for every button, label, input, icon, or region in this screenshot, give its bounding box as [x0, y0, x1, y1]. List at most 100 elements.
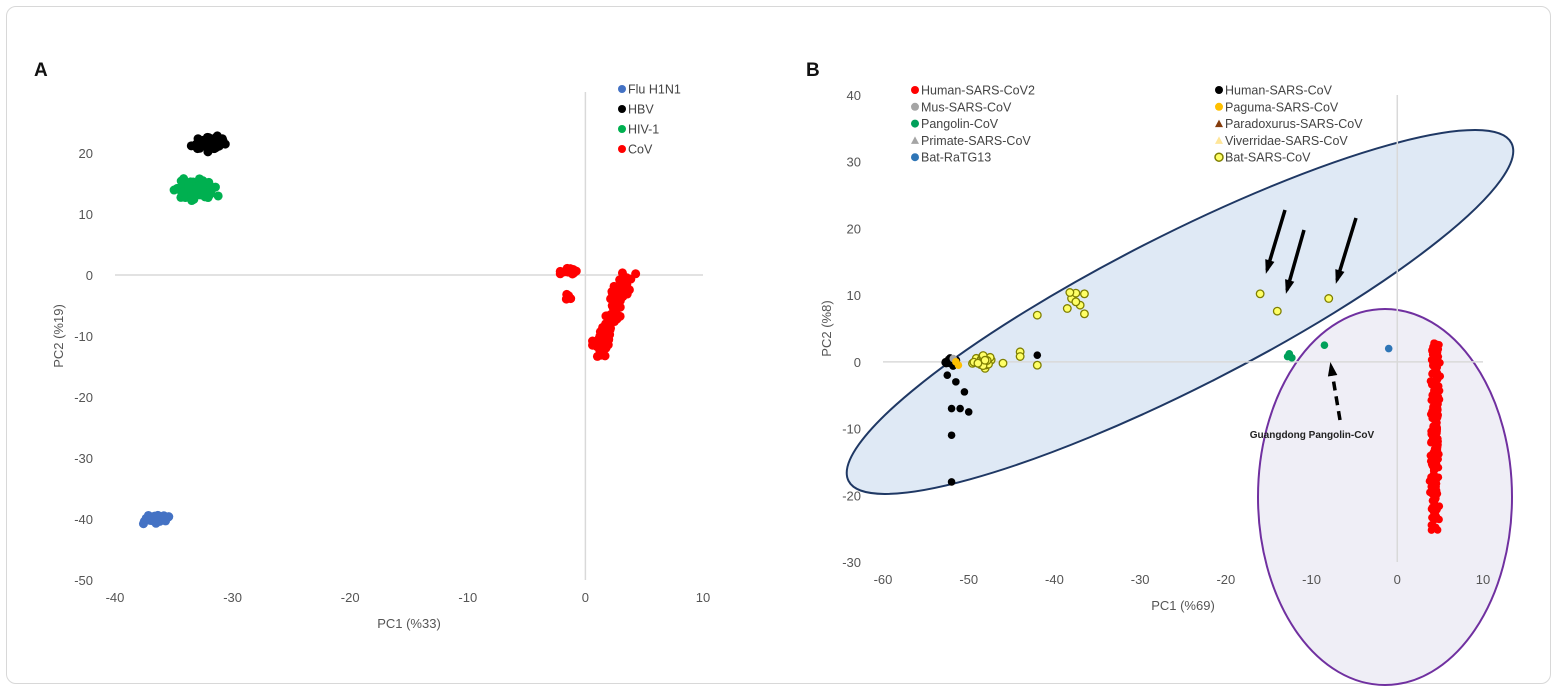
data-point [1433, 360, 1441, 368]
legend-marker [1215, 119, 1223, 128]
legend-item: Paradoxurus-SARS-CoV [1215, 117, 1363, 131]
chart-panel-A: -40 -30 -20 -10 0 10 -50 -40 -30 -20 -10 0 10 20 PC1 (… [51, 83, 710, 632]
data-point [213, 191, 223, 201]
data-point [1431, 413, 1440, 422]
data-point [1255, 289, 1265, 299]
y-tick-label: -30 [842, 555, 861, 570]
arrow [1335, 217, 1358, 281]
legend-label: Paradoxurus-SARS-CoV [1225, 117, 1363, 131]
data-point [186, 141, 196, 151]
data-point [1433, 401, 1442, 409]
data-point [1433, 396, 1442, 404]
data-point [1432, 482, 1440, 491]
sars-cov2-circle [1257, 308, 1513, 686]
y-axis-title: PC2 (%8) [819, 300, 834, 356]
arrow-head [1335, 269, 1345, 284]
data-point [1432, 387, 1441, 396]
y-tick-label: 0 [86, 268, 93, 283]
legend-label: Mus-SARS-CoV [921, 100, 1012, 114]
data-point [998, 358, 1008, 368]
legend-label: Bat-SARS-CoV [1225, 151, 1311, 165]
y-tick-label: -20 [842, 488, 861, 503]
data-point [1428, 407, 1436, 416]
data-point [1015, 352, 1025, 361]
legend-marker [618, 145, 626, 153]
y-tick-label: 40 [847, 88, 861, 103]
data-point [631, 269, 641, 279]
data-point [947, 431, 956, 440]
data-point [192, 184, 202, 194]
legend-item: HBV [618, 103, 654, 117]
data-point [606, 323, 616, 333]
data-point [1431, 463, 1440, 471]
legend-item: CoV [618, 143, 653, 157]
data-point [209, 143, 219, 153]
legend-item: Flu H1N1 [618, 83, 681, 97]
y-tick-label: 10 [847, 288, 861, 303]
data-point [611, 310, 621, 320]
data-point [1432, 490, 1440, 499]
x-tick-label: -40 [1045, 572, 1064, 587]
y-tick-label: -30 [74, 451, 93, 466]
data-point [588, 336, 598, 346]
arrow-head [1265, 259, 1275, 274]
chart-panel-B: -60 -50 -40 -30 -20 -10 0 10 -30 -20 -10 0 10 20 30 40 P… [819, 84, 1515, 686]
legend-marker [911, 153, 919, 162]
x-tick-label: -60 [874, 572, 893, 587]
x-tick-label: 10 [1476, 572, 1490, 587]
data-point [956, 404, 964, 413]
legend-marker [618, 85, 626, 93]
data-point [149, 513, 159, 523]
y-tick-label: 0 [854, 355, 861, 370]
y-tick-label: 20 [847, 221, 861, 236]
data-point [1065, 288, 1075, 297]
legend-item: Human-SARS-CoV2 [911, 84, 1035, 98]
data-point [169, 185, 179, 195]
legend-marker [911, 102, 919, 111]
data-point [1033, 351, 1042, 359]
data-point [600, 351, 610, 361]
dashed-arrow-head [1327, 362, 1338, 377]
data-point [1324, 294, 1334, 303]
data-point [1428, 369, 1437, 378]
y-tick-label: -10 [74, 329, 93, 344]
data-point [601, 311, 611, 321]
legend-label: Bat-RaTG13 [921, 151, 991, 165]
data-point [159, 512, 169, 522]
data-point [187, 196, 197, 206]
data-point [617, 284, 627, 294]
data-point [952, 378, 960, 386]
data-point [195, 140, 205, 150]
data-point [1431, 515, 1439, 524]
panel-a-label: A [34, 60, 48, 81]
legend-marker [1215, 136, 1223, 144]
legend-label: Primate-SARS-CoV [921, 134, 1031, 148]
data-point [593, 342, 603, 352]
arrow [1265, 209, 1287, 271]
legend-marker [911, 119, 919, 128]
legend-item: Bat-RaTG13 [911, 151, 991, 165]
legend-item: Human-SARS-CoV [1215, 84, 1333, 98]
data-point [562, 289, 572, 299]
y-tick-label: 20 [79, 146, 93, 161]
legend-label: HBV [628, 103, 654, 117]
data-point [198, 176, 208, 186]
data-point [622, 273, 632, 283]
arrow-head [1285, 279, 1295, 294]
data-point [964, 408, 973, 416]
legend-marker [911, 136, 919, 144]
data-point [973, 358, 983, 368]
bat-sars-cov-ellipse [845, 129, 1515, 495]
y-tick-label: -40 [74, 512, 93, 527]
y-tick-label: -50 [74, 573, 93, 588]
legend-marker [618, 125, 626, 133]
legend-marker [1214, 152, 1224, 162]
data-point [1427, 380, 1436, 389]
data-point [1430, 425, 1439, 434]
data-point [564, 267, 574, 277]
x-tick-label: 10 [696, 590, 710, 605]
x-axis-title: PC1 (%69) [1151, 598, 1215, 613]
legend-label: Flu H1N1 [628, 83, 681, 97]
